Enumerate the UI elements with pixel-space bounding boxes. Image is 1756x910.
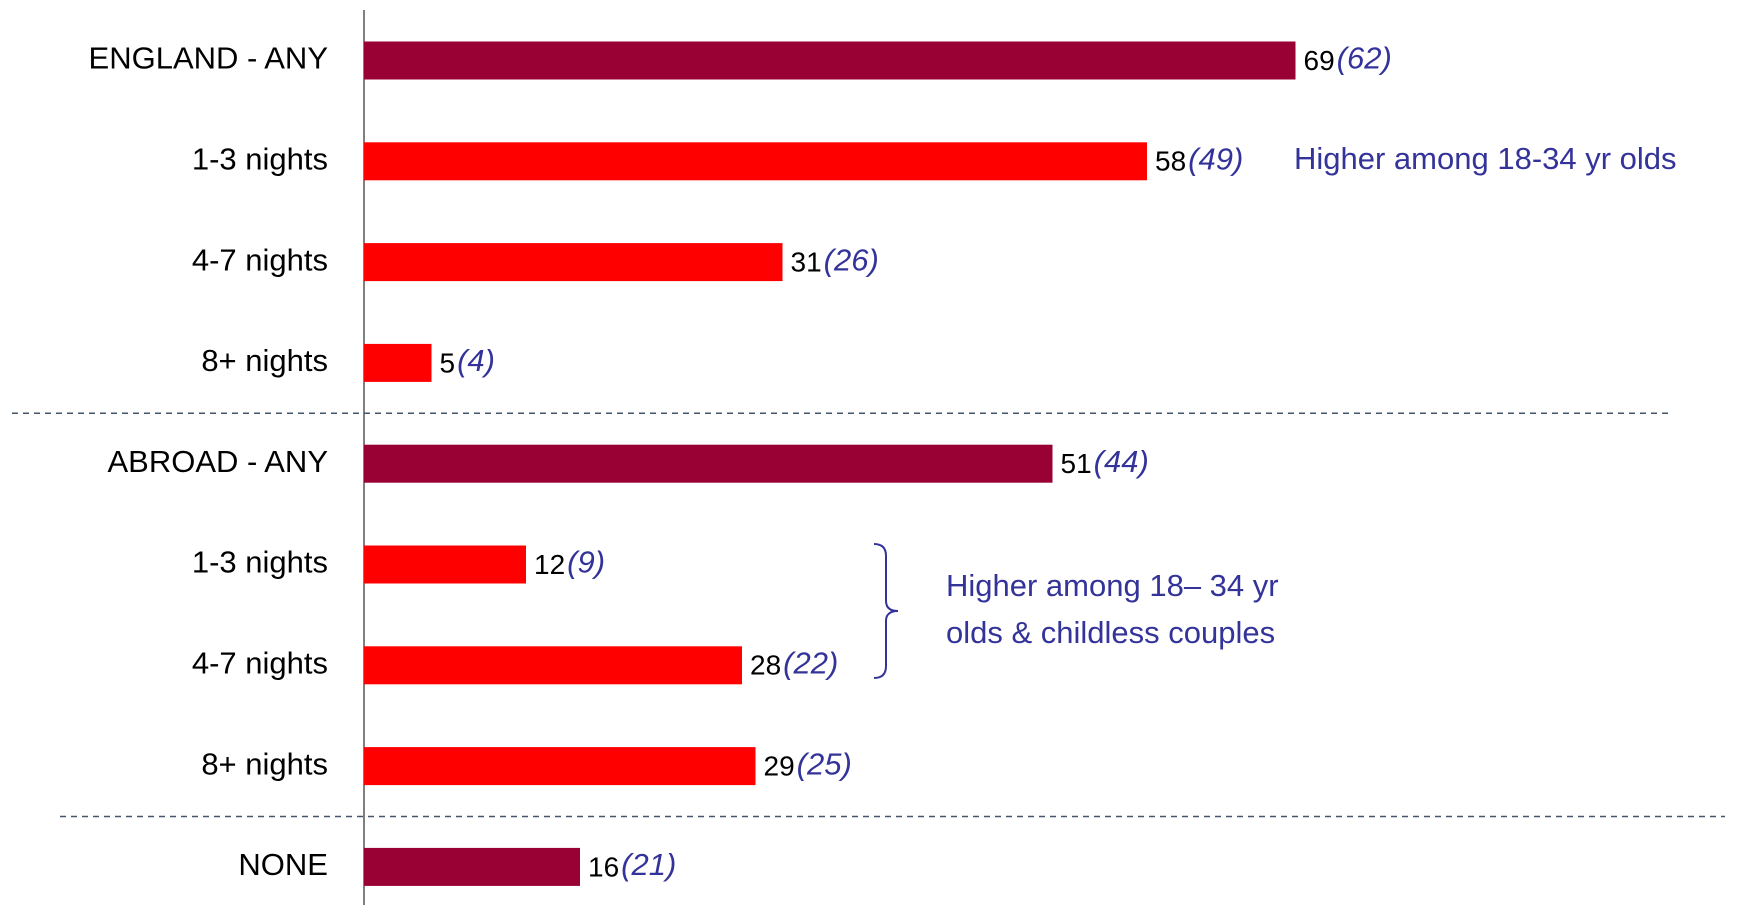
annotation: Higher among 18-34 yr olds (1294, 141, 1677, 176)
annotation: Higher among 18– 34 yr (946, 568, 1279, 603)
bar (364, 847, 580, 886)
previous-value-label: (25) (797, 746, 852, 781)
category-label: 8+ nights (201, 343, 328, 378)
previous-value-label: (4) (457, 343, 495, 378)
previous-value-label: (22) (783, 645, 838, 680)
bar (364, 444, 1053, 483)
bar (364, 41, 1296, 80)
value-label: 51 (1061, 448, 1092, 479)
value-label: 31 (791, 246, 822, 277)
bar (364, 142, 1147, 181)
value-label: 16 (588, 851, 619, 882)
value-label: 58 (1155, 146, 1186, 177)
previous-value-label: (9) (567, 545, 605, 580)
previous-value-label: (21) (621, 847, 676, 882)
bar (364, 646, 742, 685)
value-label: 29 (764, 750, 795, 781)
category-label: ABROAD - ANY (108, 444, 329, 479)
bar (364, 545, 526, 584)
value-label: 28 (750, 650, 781, 681)
previous-value-label: (49) (1188, 141, 1243, 176)
bar (364, 343, 432, 382)
bar (364, 747, 756, 786)
annotation: olds & childless couples (946, 615, 1275, 650)
category-label: 1-3 nights (192, 141, 328, 176)
category-label: 1-3 nights (192, 545, 328, 580)
bar (364, 243, 783, 282)
previous-value-label: (62) (1337, 41, 1392, 76)
category-label: 4-7 nights (192, 242, 328, 277)
value-label: 12 (534, 549, 565, 580)
previous-value-label: (26) (824, 242, 879, 277)
category-label: 4-7 nights (192, 645, 328, 680)
category-label: 8+ nights (201, 746, 328, 781)
previous-value-label: (44) (1094, 444, 1149, 479)
category-label: NONE (238, 847, 328, 882)
category-label: ENGLAND - ANY (89, 41, 328, 76)
value-label: 69 (1304, 45, 1335, 76)
value-label: 5 (440, 347, 456, 378)
annotation-bracket (873, 543, 899, 679)
